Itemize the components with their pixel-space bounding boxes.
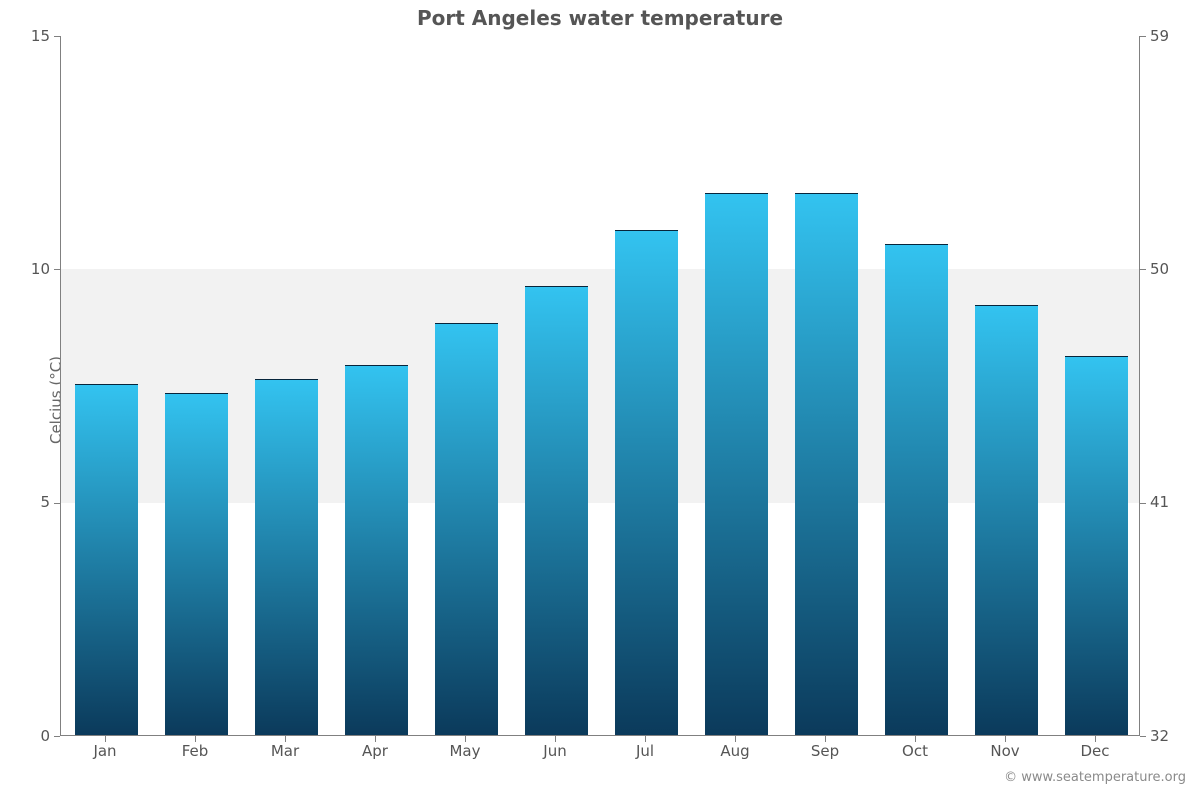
chart-title: Port Angeles water temperature — [0, 6, 1200, 30]
bar-mar — [255, 379, 318, 735]
y-tick-right: 41 — [1150, 495, 1169, 510]
bar-jan — [75, 384, 138, 735]
y-tick-left: 15 — [20, 29, 50, 44]
tick-mark — [645, 736, 646, 742]
y-tick-left: 5 — [20, 495, 50, 510]
x-label: Mar — [240, 742, 330, 760]
tick-mark — [1140, 269, 1146, 270]
bar-oct — [885, 244, 948, 735]
tick-mark — [1005, 736, 1006, 742]
x-label: Feb — [150, 742, 240, 760]
bar-feb — [165, 393, 228, 735]
tick-mark — [1140, 503, 1146, 504]
bar-aug — [705, 193, 768, 735]
bar-sep — [795, 193, 858, 735]
x-label: Aug — [690, 742, 780, 760]
x-label: Jan — [60, 742, 150, 760]
tick-mark — [375, 736, 376, 742]
tick-mark — [54, 269, 60, 270]
x-label: Jul — [600, 742, 690, 760]
x-label: Nov — [960, 742, 1050, 760]
y-tick-left: 10 — [20, 262, 50, 277]
tick-mark — [1140, 36, 1146, 37]
tick-mark — [195, 736, 196, 742]
bar-may — [435, 323, 498, 735]
tick-mark — [105, 736, 106, 742]
y-tick-right: 32 — [1150, 729, 1169, 744]
tick-mark — [285, 736, 286, 742]
tick-mark — [735, 736, 736, 742]
chart-container: Port Angeles water temperature Celcius (… — [0, 0, 1200, 800]
x-label: May — [420, 742, 510, 760]
tick-mark — [825, 736, 826, 742]
x-label: Dec — [1050, 742, 1140, 760]
tick-mark — [1095, 736, 1096, 742]
y-tick-right: 50 — [1150, 262, 1169, 277]
bar-dec — [1065, 356, 1128, 735]
x-label: Jun — [510, 742, 600, 760]
x-label: Sep — [780, 742, 870, 760]
bar-jul — [615, 230, 678, 735]
x-label: Apr — [330, 742, 420, 760]
y-tick-left: 0 — [20, 729, 50, 744]
tick-mark — [555, 736, 556, 742]
y-tick-right: 59 — [1150, 29, 1169, 44]
bar-jun — [525, 286, 588, 735]
tick-mark — [54, 36, 60, 37]
bar-nov — [975, 305, 1038, 735]
x-label: Oct — [870, 742, 960, 760]
tick-mark — [465, 736, 466, 742]
plot-area — [60, 36, 1140, 736]
tick-mark — [54, 736, 60, 737]
attribution-text: © www.seatemperature.org — [1004, 770, 1186, 785]
tick-mark — [1140, 736, 1146, 737]
tick-mark — [915, 736, 916, 742]
tick-mark — [54, 503, 60, 504]
bar-apr — [345, 365, 408, 735]
